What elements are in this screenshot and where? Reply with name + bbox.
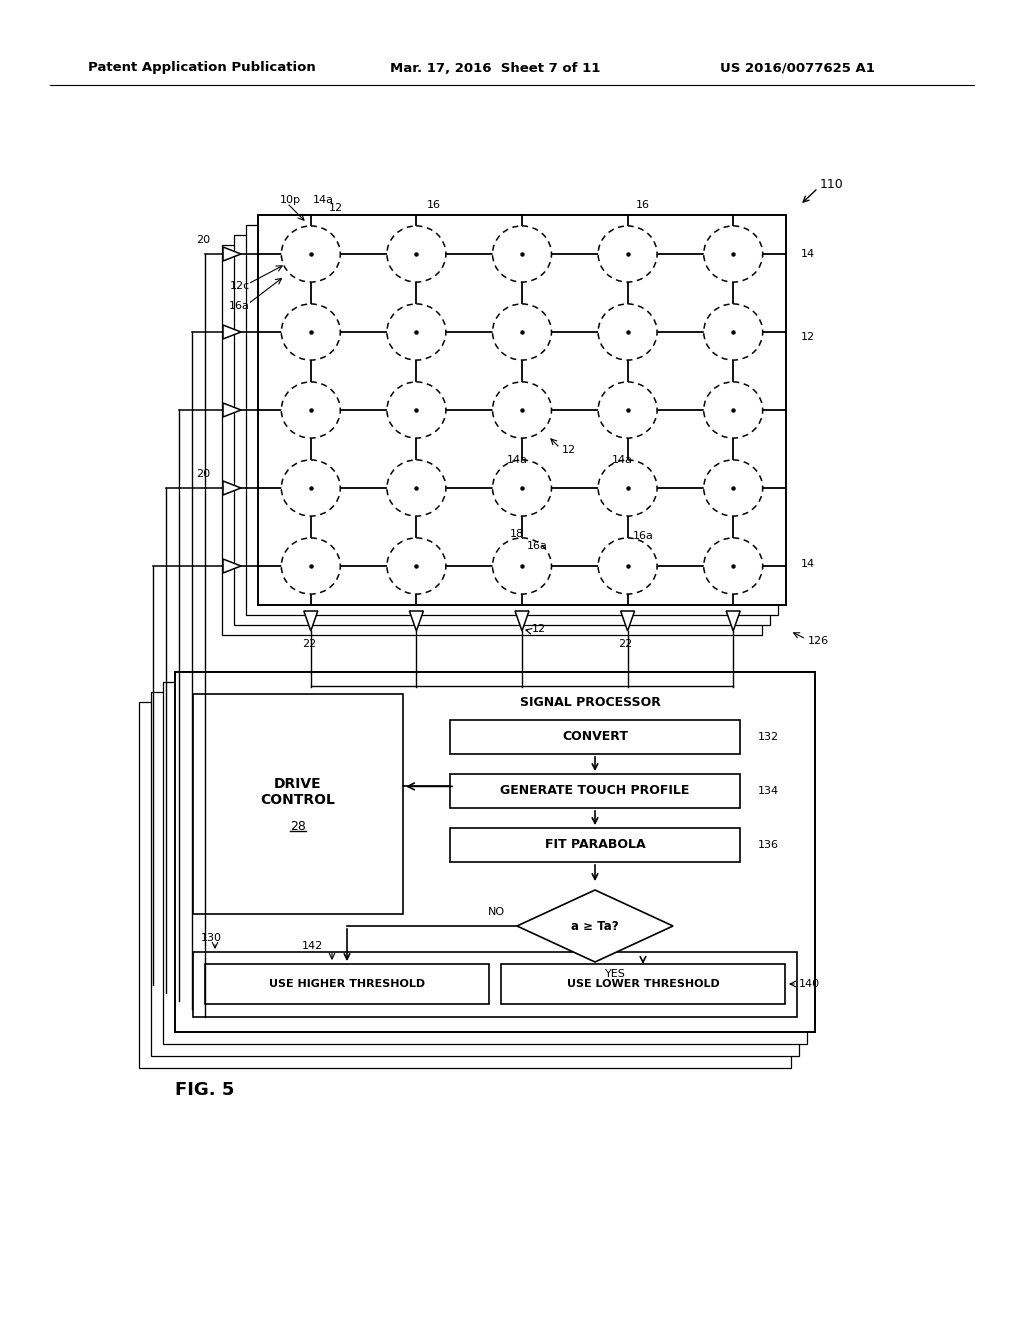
Text: 16: 16 bbox=[426, 201, 440, 210]
Polygon shape bbox=[726, 611, 740, 631]
Text: 140: 140 bbox=[799, 979, 820, 989]
Bar bbox=[139, 702, 791, 1068]
Text: 12: 12 bbox=[532, 624, 546, 634]
Text: FIT PARABOLA: FIT PARABOLA bbox=[545, 838, 645, 851]
Text: 14a: 14a bbox=[312, 195, 334, 205]
Text: 22: 22 bbox=[302, 639, 316, 649]
Ellipse shape bbox=[598, 381, 657, 438]
Ellipse shape bbox=[387, 226, 445, 282]
Text: 14a: 14a bbox=[507, 455, 527, 465]
Ellipse shape bbox=[598, 226, 657, 282]
Ellipse shape bbox=[282, 381, 340, 438]
Text: 14: 14 bbox=[801, 249, 815, 259]
Text: 12: 12 bbox=[801, 333, 815, 342]
Bar bbox=[205, 964, 489, 1005]
Text: 22: 22 bbox=[618, 639, 633, 649]
Bar bbox=[450, 719, 740, 754]
Text: 28: 28 bbox=[290, 820, 306, 833]
Ellipse shape bbox=[703, 459, 763, 516]
Bar bbox=[450, 774, 740, 808]
Polygon shape bbox=[410, 611, 423, 631]
Text: 14: 14 bbox=[801, 558, 815, 569]
Text: 134: 134 bbox=[758, 785, 779, 796]
Text: 12: 12 bbox=[562, 445, 577, 455]
Ellipse shape bbox=[282, 226, 340, 282]
Ellipse shape bbox=[598, 304, 657, 360]
Ellipse shape bbox=[387, 304, 445, 360]
Ellipse shape bbox=[493, 539, 552, 594]
Ellipse shape bbox=[282, 539, 340, 594]
Polygon shape bbox=[223, 558, 241, 573]
Ellipse shape bbox=[282, 304, 340, 360]
Bar bbox=[175, 672, 815, 1032]
Polygon shape bbox=[223, 403, 241, 417]
Text: DRIVE
CONTROL: DRIVE CONTROL bbox=[260, 777, 336, 807]
Text: US 2016/0077625 A1: US 2016/0077625 A1 bbox=[720, 62, 874, 74]
Text: FIG. 5: FIG. 5 bbox=[175, 1081, 234, 1100]
Ellipse shape bbox=[493, 381, 552, 438]
Ellipse shape bbox=[493, 226, 552, 282]
Ellipse shape bbox=[282, 459, 340, 516]
Ellipse shape bbox=[387, 539, 445, 594]
Bar bbox=[151, 692, 799, 1056]
Text: 126: 126 bbox=[808, 636, 829, 645]
Bar bbox=[450, 828, 740, 862]
Text: 136: 136 bbox=[758, 840, 779, 850]
Text: 16a: 16a bbox=[527, 541, 548, 550]
Text: 18: 18 bbox=[510, 529, 524, 539]
Ellipse shape bbox=[493, 459, 552, 516]
Text: GENERATE TOUCH PROFILE: GENERATE TOUCH PROFILE bbox=[501, 784, 690, 797]
Ellipse shape bbox=[387, 459, 445, 516]
Polygon shape bbox=[304, 611, 317, 631]
Bar bbox=[222, 246, 762, 635]
Text: 10p: 10p bbox=[280, 195, 301, 205]
Bar bbox=[163, 682, 807, 1044]
Text: YES: YES bbox=[605, 969, 626, 979]
Text: 16a: 16a bbox=[633, 531, 653, 541]
Text: 14a: 14a bbox=[612, 455, 633, 465]
Bar bbox=[258, 215, 786, 605]
Ellipse shape bbox=[598, 539, 657, 594]
Text: USE LOWER THRESHOLD: USE LOWER THRESHOLD bbox=[566, 979, 720, 989]
Text: 16: 16 bbox=[636, 201, 649, 210]
Polygon shape bbox=[517, 890, 673, 962]
Text: a ≥ Ta?: a ≥ Ta? bbox=[571, 920, 618, 932]
Ellipse shape bbox=[703, 381, 763, 438]
Text: 142: 142 bbox=[301, 941, 323, 950]
Text: Patent Application Publication: Patent Application Publication bbox=[88, 62, 315, 74]
Ellipse shape bbox=[387, 381, 445, 438]
Bar bbox=[193, 694, 403, 913]
Ellipse shape bbox=[703, 304, 763, 360]
Polygon shape bbox=[223, 480, 241, 495]
Bar bbox=[193, 952, 797, 1016]
Ellipse shape bbox=[703, 539, 763, 594]
Bar bbox=[234, 235, 770, 624]
Text: SIGNAL PROCESSOR: SIGNAL PROCESSOR bbox=[519, 696, 660, 709]
Text: CONVERT: CONVERT bbox=[562, 730, 628, 743]
Polygon shape bbox=[515, 611, 529, 631]
Text: 16a: 16a bbox=[229, 301, 250, 312]
Ellipse shape bbox=[703, 226, 763, 282]
Text: 110: 110 bbox=[820, 178, 844, 191]
Polygon shape bbox=[223, 247, 241, 261]
Text: 132: 132 bbox=[758, 733, 779, 742]
Text: NO: NO bbox=[487, 907, 505, 917]
Ellipse shape bbox=[493, 304, 552, 360]
Text: 130: 130 bbox=[201, 933, 222, 942]
Text: 20: 20 bbox=[196, 469, 210, 479]
Bar bbox=[501, 964, 785, 1005]
Text: 12c: 12c bbox=[229, 281, 250, 290]
Polygon shape bbox=[223, 325, 241, 339]
Ellipse shape bbox=[598, 459, 657, 516]
Polygon shape bbox=[621, 611, 635, 631]
Text: 20: 20 bbox=[196, 235, 210, 246]
Text: Mar. 17, 2016  Sheet 7 of 11: Mar. 17, 2016 Sheet 7 of 11 bbox=[390, 62, 600, 74]
Bar bbox=[175, 672, 815, 1032]
Text: 12: 12 bbox=[329, 203, 343, 213]
Text: USE HIGHER THRESHOLD: USE HIGHER THRESHOLD bbox=[269, 979, 425, 989]
Bar bbox=[246, 224, 778, 615]
